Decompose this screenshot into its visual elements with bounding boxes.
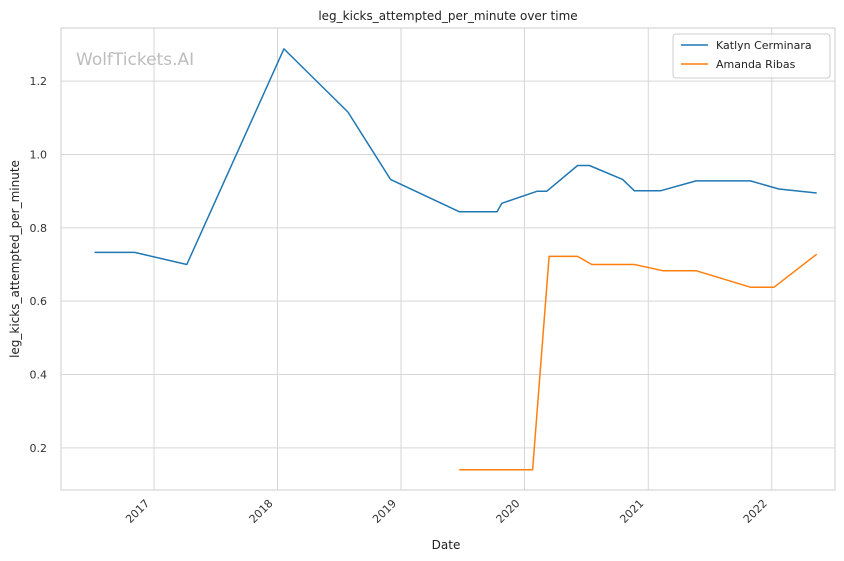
series-line-amanda-ribas [459,253,818,471]
series-line-katlyn-cerminara [94,48,817,266]
chart-title: leg_kicks_attempted_per_minute over time [318,9,577,23]
legend-label-amanda-ribas: Amanda Ribas [716,58,796,71]
plot-area [60,27,836,491]
y-tick-label: 0.6 [30,295,48,308]
legend-box [672,33,831,79]
x-axis-label: Date [432,538,461,552]
y-tick-label: 1.0 [30,149,48,162]
y-tick-label: 1.2 [30,75,48,88]
series-lines [94,48,818,471]
legend-label-katlyn-cerminara: Katlyn Cerminara [716,39,812,52]
y-tick-label: 0.4 [30,369,48,382]
legend: Katlyn Cerminara Amanda Ribas [672,33,831,79]
y-tick-labels: 0.2 0.4 0.6 0.8 1.0 1.2 [30,75,48,455]
y-axis-label: leg_kicks_attempted_per_minute [8,160,22,358]
y-tick-label: 0.8 [30,222,48,235]
y-tick-label: 0.2 [30,442,48,455]
grid-lines [61,28,835,490]
watermark: WolfTickets.AI [76,50,194,70]
